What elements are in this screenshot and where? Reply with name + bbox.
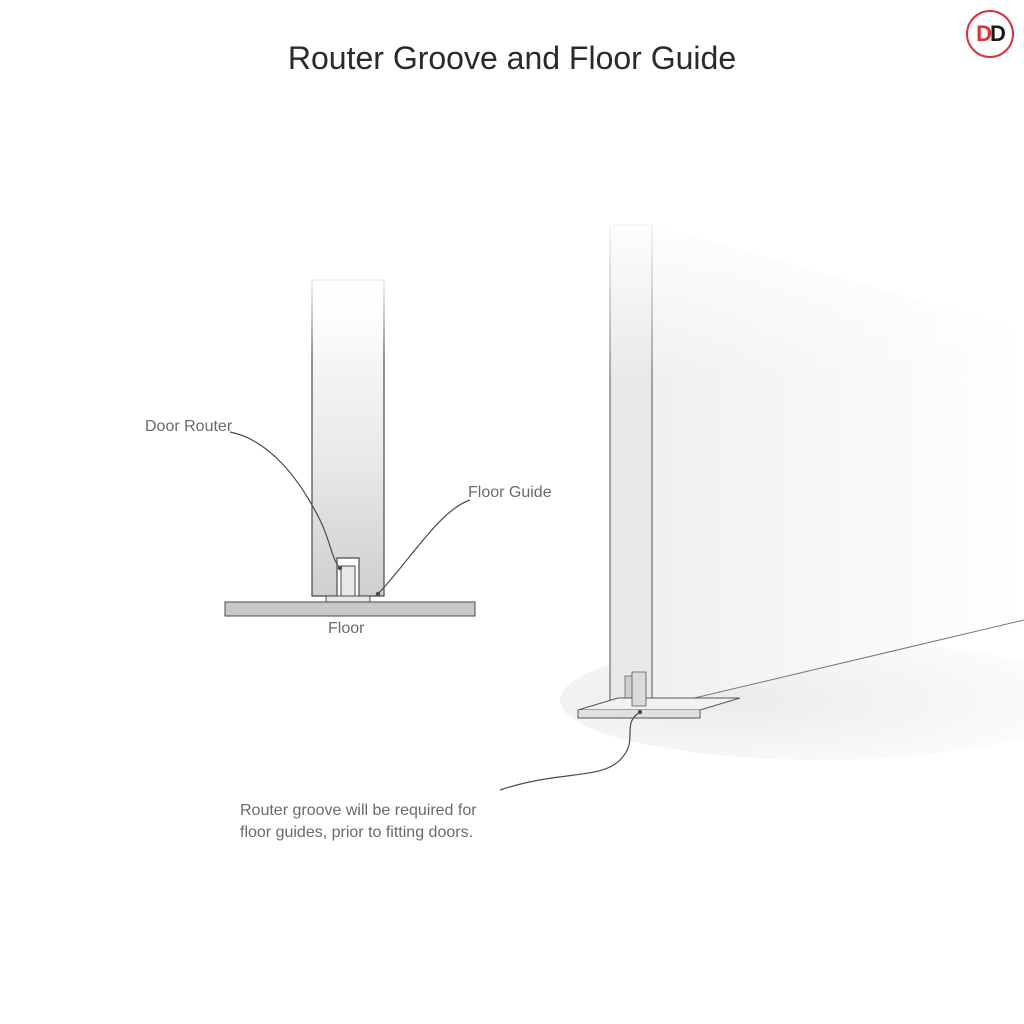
note-text: Router groove will be required for floor… xyxy=(240,800,540,845)
label-floor: Floor xyxy=(328,620,364,638)
perspective-diagram xyxy=(500,210,1024,790)
diagram-canvas xyxy=(0,0,1024,1024)
cross-section-diagram xyxy=(225,270,475,616)
label-door-router: Door Router xyxy=(145,418,232,436)
label-floor-guide: Floor Guide xyxy=(468,484,552,502)
